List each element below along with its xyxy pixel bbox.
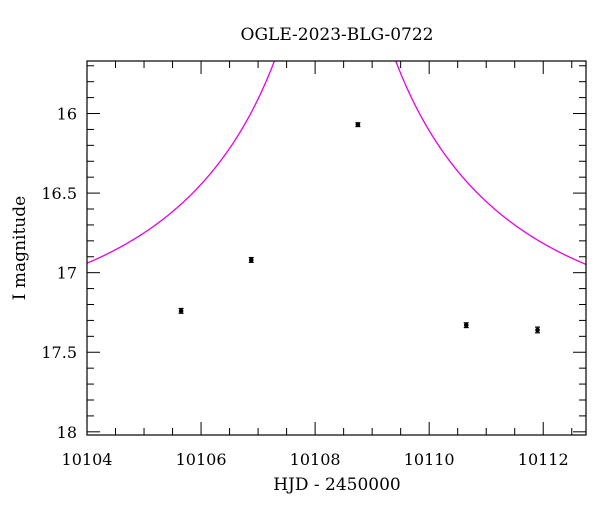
model-curve bbox=[87, 61, 586, 265]
chart-title: OGLE-2023-BLG-0722 bbox=[241, 25, 434, 45]
x-tick-label: 10112 bbox=[518, 450, 569, 469]
y-tick-label: 16.5 bbox=[41, 184, 77, 203]
y-tick-label: 18 bbox=[57, 423, 77, 442]
x-tick-label: 10108 bbox=[290, 450, 341, 469]
data-point bbox=[535, 326, 541, 334]
data-point bbox=[355, 122, 361, 128]
data-marker bbox=[248, 257, 254, 263]
data-marker bbox=[535, 327, 540, 333]
data-marker bbox=[463, 322, 469, 328]
y-tick-label: 17.5 bbox=[41, 343, 77, 362]
plot-frame bbox=[86, 60, 587, 436]
x-tick-label: 10104 bbox=[62, 450, 113, 469]
data-point bbox=[178, 307, 184, 314]
y-tick-label: 16 bbox=[57, 105, 77, 124]
y-axis-label: I magnitude bbox=[10, 196, 30, 300]
x-tick-label: 10106 bbox=[176, 450, 227, 469]
x-tick-label: 10110 bbox=[404, 450, 455, 469]
y-tick-label: 17 bbox=[57, 264, 77, 283]
data-marker bbox=[178, 308, 184, 314]
plot-area bbox=[87, 61, 586, 334]
axis-ticks bbox=[86, 61, 586, 435]
data-marker bbox=[355, 122, 361, 127]
axis-tick-labels: 10104 10106 10108 10110 10112 16 16.5 17 17.5 18 bbox=[41, 105, 568, 469]
data-point bbox=[248, 256, 254, 263]
data-point bbox=[463, 322, 469, 329]
x-axis-label: HJD - 2450000 bbox=[273, 475, 401, 495]
